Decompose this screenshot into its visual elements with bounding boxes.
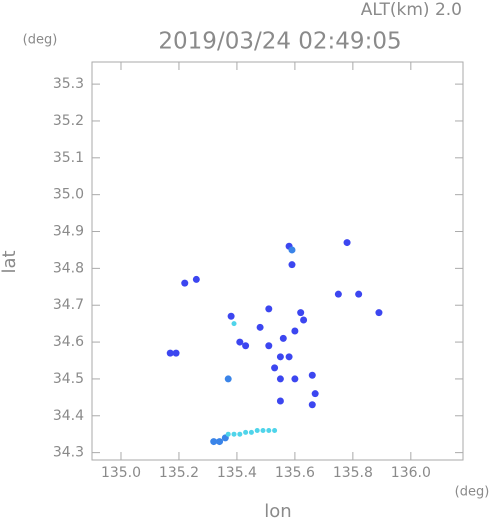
x-tick-label: 135.6 [275, 465, 315, 481]
echo [288, 261, 296, 269]
x-axis-label: lon [264, 501, 291, 521]
echo [254, 428, 260, 434]
echo [172, 349, 180, 357]
echo [276, 353, 284, 361]
echo [181, 279, 189, 287]
echo [291, 375, 299, 383]
echo [285, 353, 293, 361]
echo [300, 316, 308, 324]
x-tick-label: 135.2 [159, 465, 199, 481]
echo [265, 342, 273, 350]
echo [291, 327, 299, 335]
y-tick-label: 34.8 [53, 260, 84, 276]
y-tick-label: 34.9 [53, 224, 84, 240]
echo [311, 390, 319, 398]
x-tick-label: 136.0 [391, 465, 431, 481]
echo [210, 438, 218, 446]
echo [248, 429, 254, 435]
echo [192, 275, 200, 283]
echo [276, 375, 284, 383]
echo [231, 321, 237, 327]
y-unit: (deg) [23, 33, 58, 48]
header: ALT(km) 2.0 [361, 0, 462, 20]
echo [243, 429, 249, 435]
echo [355, 290, 363, 298]
plot-frame [91, 61, 464, 461]
y-tick-label: 34.7 [53, 297, 84, 313]
y-tick-label: 34.6 [53, 334, 84, 350]
x-tick-label: 135.4 [217, 465, 257, 481]
echo [224, 375, 232, 383]
x-tick-label: 135.0 [101, 465, 141, 481]
echo [216, 438, 224, 446]
echo [272, 428, 278, 434]
chart-title: 2019/03/24 02:49:05 [158, 29, 401, 55]
echo [231, 431, 237, 437]
echo [266, 428, 272, 434]
echo [242, 342, 250, 350]
echo [260, 428, 266, 434]
y-tick-label: 35.1 [53, 150, 84, 166]
y-tick-label: 34.5 [53, 371, 84, 387]
echo [271, 364, 279, 372]
x-unit: (deg) [455, 485, 490, 500]
echo [166, 349, 174, 357]
echo [288, 246, 296, 254]
echo [308, 371, 316, 379]
echo [343, 239, 351, 247]
x-tick-label: 135.8 [333, 465, 373, 481]
echo [334, 290, 342, 298]
echo [227, 312, 235, 320]
y-tick-label: 35.2 [53, 113, 84, 129]
y-tick-label: 35.0 [53, 187, 84, 203]
echo [297, 309, 305, 317]
echo [375, 309, 383, 317]
y-tick-label: 35.3 [53, 76, 84, 92]
y-axis-label: lat [0, 250, 20, 273]
y-tick-label: 34.3 [53, 445, 84, 461]
echo [276, 397, 284, 405]
echo [225, 431, 231, 437]
echo [236, 338, 244, 346]
y-tick-label: 34.4 [53, 408, 84, 424]
echo [256, 323, 264, 331]
echo [308, 401, 316, 409]
echo [237, 431, 243, 437]
echo [265, 305, 273, 313]
echo [279, 334, 287, 342]
